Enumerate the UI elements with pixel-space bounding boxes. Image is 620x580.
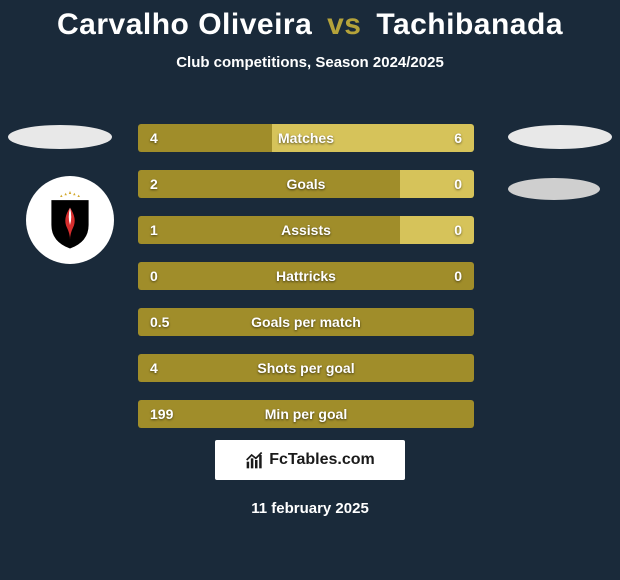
club-badge-icon	[39, 189, 101, 251]
club-badge	[26, 176, 114, 264]
player2-placeholder-ellipse	[508, 125, 612, 149]
chart-icon	[245, 450, 265, 470]
player1-placeholder-ellipse	[8, 125, 112, 149]
stat-row: 10Assists	[138, 216, 474, 244]
stat-label: Hattricks	[138, 262, 474, 290]
vs-separator: vs	[327, 8, 361, 41]
stat-label: Min per goal	[138, 400, 474, 428]
stat-label: Goals per match	[138, 308, 474, 336]
player1-name: Carvalho Oliveira	[57, 8, 312, 41]
watermark: FcTables.com	[215, 440, 405, 480]
comparison-title: Carvalho Oliveira vs Tachibanada	[0, 0, 620, 42]
stat-row: 199Min per goal	[138, 400, 474, 428]
stat-bars: 46Matches 20Goals 10Assists 00Hattricks 0.5G…	[138, 124, 474, 446]
stat-row: 00Hattricks	[138, 262, 474, 290]
stat-row: 0.5Goals per match	[138, 308, 474, 336]
stat-row: 20Goals	[138, 170, 474, 198]
stat-label: Shots per goal	[138, 354, 474, 382]
stat-label: Goals	[138, 170, 474, 198]
subtitle: Club competitions, Season 2024/2025	[0, 54, 620, 71]
stat-row: 46Matches	[138, 124, 474, 152]
generated-date: 11 february 2025	[0, 500, 620, 517]
stat-label: Matches	[138, 124, 474, 152]
player2-placeholder-ellipse-2	[508, 178, 600, 200]
player2-name: Tachibanada	[376, 8, 563, 41]
watermark-text: FcTables.com	[269, 451, 375, 469]
stat-label: Assists	[138, 216, 474, 244]
stat-row: 4Shots per goal	[138, 354, 474, 382]
